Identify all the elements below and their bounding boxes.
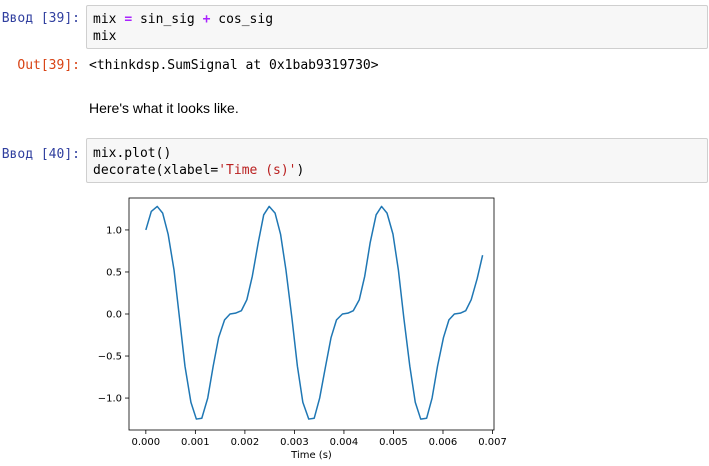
operator-token: + xyxy=(202,12,211,27)
operator-token: = xyxy=(124,12,133,27)
x-tick-label: 0.001 xyxy=(181,437,210,448)
y-tick-label: 0.5 xyxy=(106,267,122,278)
x-axis-label: Time (s) xyxy=(290,450,332,461)
axes-frame xyxy=(128,197,495,431)
code-token: mix.plot() xyxy=(93,146,172,161)
output-text-39: <thinkdsp.SumSignal at 0x1bab9319730> xyxy=(89,58,379,73)
x-tick-label: 0.007 xyxy=(478,437,507,448)
input-prompt-40: Ввод [40]: xyxy=(1,147,80,162)
string-token: 'Time (s)' xyxy=(218,163,297,178)
y-tick-label: 1.0 xyxy=(106,225,122,236)
x-tick-label: 0.000 xyxy=(132,437,161,448)
y-tick-label: −1.0 xyxy=(98,394,122,405)
series-line xyxy=(145,205,484,420)
code-token: sin_sig xyxy=(132,12,203,27)
code-token: cos_sig xyxy=(210,12,274,27)
output-prompt-39: Out[39]: xyxy=(17,58,80,73)
x-tick-label: 0.003 xyxy=(280,437,309,448)
x-tick-label: 0.006 xyxy=(429,437,458,448)
code-token: decorate(xlabel= xyxy=(93,163,219,178)
code-token: ) xyxy=(296,163,305,178)
markdown-text: Here's what it looks like. xyxy=(89,100,239,116)
code-line: mix.plot() xyxy=(93,145,171,162)
code-line: mix = sin_sig + cos_sig xyxy=(93,11,273,28)
x-tick-label: 0.002 xyxy=(231,437,260,448)
code-cell-39[interactable]: mix = sin_sig + cos_sig mix xyxy=(86,5,708,49)
plot-output: 0.000 0.001 0.002 0.003 0.004 0.005 0.006 0.007… xyxy=(98,197,507,461)
code-cell-40[interactable]: mix.plot() decorate(xlabel='Time (s)') xyxy=(86,138,708,183)
code-token: mix xyxy=(93,12,125,27)
x-tick-label: 0.005 xyxy=(379,437,408,448)
code-line: decorate(xlabel='Time (s)') xyxy=(93,162,304,179)
y-tick-label: −0.5 xyxy=(98,352,122,363)
input-prompt-39: Ввод [39]: xyxy=(1,11,80,26)
y-tick-label: 0.0 xyxy=(106,310,122,321)
code-token: mix xyxy=(93,29,117,44)
code-line: mix xyxy=(93,28,116,45)
x-tick-label: 0.004 xyxy=(330,437,359,448)
